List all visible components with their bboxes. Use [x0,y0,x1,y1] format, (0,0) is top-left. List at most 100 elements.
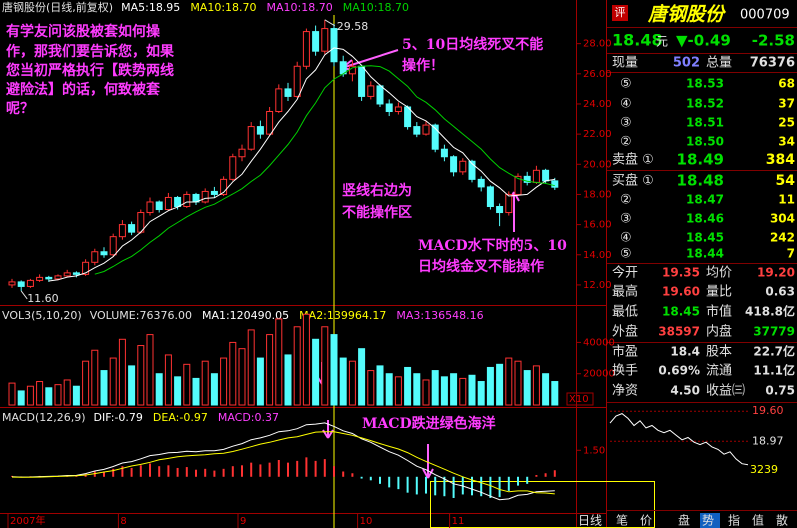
legend-entry: MA5:18.95 [121,1,180,14]
y-tick-label: 20.00 [583,159,612,170]
stat-label: 均价 [706,266,732,281]
stat-label: 收益㈢ [706,384,745,399]
y-tick-label: 22.00 [583,129,612,140]
candle-body [450,156,458,173]
candle-body [146,201,154,214]
candle-body [551,180,559,188]
candle-body [183,193,191,208]
panel-title: 唐钢股份(日线,前复权) [2,0,113,14]
arrow [422,444,434,479]
stat-value: 502 [673,56,700,71]
stock-code: 000709 [740,8,790,23]
tab[interactable]: 势 [702,514,714,528]
change: ▼-0.49 [676,32,731,50]
legend-entry: MA10:18.70 [267,1,333,14]
book-price: 18.48 [677,172,724,190]
book-label: ⑤ [620,247,632,262]
volume-bar [100,370,108,406]
volume-bar [321,326,329,406]
stat-value: 76376 [750,56,795,71]
sidebar-lines [607,27,797,511]
volume-bar [413,373,421,406]
legend-entry: MA3:136548.16 [396,309,483,322]
candle-body [523,175,531,183]
macd-line [11,431,555,495]
y-tick-label: 28.00 [583,39,612,50]
candle-body [394,106,402,113]
stat-value: 19.35 [662,266,700,280]
volume-bar [505,357,513,406]
tab[interactable]: 日线 [578,514,602,528]
candle-body [496,206,504,214]
stat-label: 总量 [706,56,732,71]
tab[interactable]: 笔 [616,513,628,528]
volume-bar [450,373,458,406]
tab[interactable]: 盘 [678,513,690,528]
candle-body [376,85,384,105]
candle-body [155,201,163,211]
y-tick-label: 24.00 [583,99,612,110]
volume-bar [339,357,347,406]
book-volume: 304 [770,212,795,226]
volume-bar [63,379,71,406]
volume-bar [72,385,80,406]
book-price: 18.47 [686,193,724,207]
tab[interactable]: 散 [776,513,788,528]
book-volume: 11 [778,193,795,207]
annotation: MACD水下时的5、10 [418,237,567,254]
volume-bar [238,348,246,406]
candle-body [367,85,375,97]
volume-bar [155,373,163,406]
volume-bar [330,334,338,406]
candle-body [477,178,485,188]
book-price: 18.52 [686,97,724,111]
badge: 评 [615,6,626,19]
x-tick-label: 2007年 [10,514,45,527]
volume-bar [247,329,255,406]
volume-bar [431,370,439,406]
volume-bar [422,379,430,406]
last-price: 18.48 [612,31,663,50]
candle-body [404,106,412,128]
change-pct: -2.58 [752,32,795,50]
legend-entry: DEA:-0.97 [153,411,208,424]
stat-label: 换手 [612,364,638,379]
annotation: 有学友问该股被套如何操 [6,23,161,40]
annotation: 不能操作区 [342,204,412,221]
price-unit: 元 [656,35,668,49]
stat-value: 0.69% [658,364,700,378]
annotation: 作，那我们要告诉您，如果 [6,43,175,60]
candle-body [118,224,126,238]
volume-bar [459,377,467,406]
candle-body [505,193,513,214]
stat-value: 18.4 [670,345,700,359]
volume-bar [523,370,531,406]
book-label: ③ [620,212,632,227]
tab[interactable]: 指 [728,513,740,528]
volume-bar [91,349,99,406]
stat-label: 今开 [612,265,638,281]
y-tick-label: 20000 [583,369,615,380]
volume-bar [174,376,182,406]
book-price: 18.53 [686,77,724,91]
volume-bar [164,354,172,406]
tab[interactable]: 值 [752,513,764,528]
annotation: MACD跌进绿色海洋 [362,415,496,432]
volume-bar [376,365,384,406]
annotation: 操作！ [402,57,444,74]
book-label: 买盘 ① [612,173,654,189]
book-price: 18.44 [686,247,724,261]
stat-value: 0.63 [765,285,795,299]
candle-body [459,160,467,173]
candle-body [321,28,329,52]
candle-body [8,281,16,286]
book-price: 18.50 [686,135,724,149]
annotation: 您当初严格执行【跌势两线 [6,62,174,79]
volume-bar [551,381,559,406]
stat-label: 流通 [706,364,732,379]
volume-bar [229,341,237,406]
volume-bar [128,365,136,406]
tab[interactable]: 价 [640,514,652,528]
candle-body [63,272,71,277]
candle-body [36,276,44,281]
